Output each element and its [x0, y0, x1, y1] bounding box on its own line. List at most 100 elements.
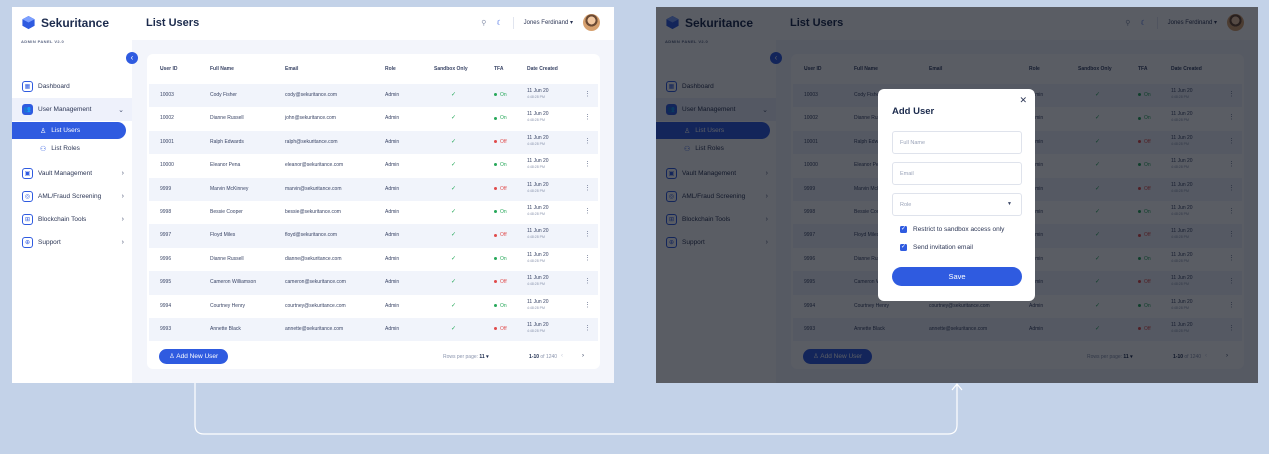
theme-toggle-icon[interactable]: ☾ [496, 19, 503, 27]
sidebar-item-dashboard[interactable]: ▦ Dashboard [12, 75, 132, 98]
column-header-date[interactable]: Date Created [527, 66, 558, 72]
invite-checkbox[interactable]: ✓ Send invitation email [900, 244, 973, 251]
avatar[interactable] [583, 14, 600, 31]
cell-email: marvin@sekuritance.com [285, 185, 342, 192]
cell-role: Admin [385, 115, 400, 122]
tfa-status: Off [500, 232, 507, 239]
column-header-full-name[interactable]: Full Name [210, 66, 234, 72]
date-value: 11 Jun 20 [527, 158, 549, 165]
tfa-status: On [500, 255, 507, 262]
sandbox-checkbox[interactable]: ✓ Restrict to sandbox access only [900, 226, 1004, 233]
next-page-icon[interactable]: › [582, 353, 584, 359]
status-dot-icon [494, 256, 497, 260]
more-options-icon[interactable]: ⋮ [584, 254, 591, 262]
caret-down-icon: ▼ [1007, 201, 1012, 207]
sidebar-item-blockchain[interactable]: ⊞ Blockchain Tools › [12, 208, 132, 231]
more-options-icon[interactable]: ⋮ [584, 324, 591, 332]
rows-per-page[interactable]: Rows per page: 11 ▾ [443, 354, 489, 360]
table-row[interactable]: 9997 Floyd Miles floyd@sekuritance.com Admi… [149, 224, 598, 248]
more-options-icon[interactable]: ⋮ [584, 114, 591, 122]
more-options-icon[interactable]: ⋮ [584, 91, 591, 98]
more-options-icon[interactable]: ⋮ [584, 137, 591, 145]
role-select[interactable]: Role ▼ [892, 193, 1022, 216]
sidebar-item-list-users[interactable]: ♙ List Users [12, 122, 126, 139]
sandbox-check-icon: ✓ [451, 115, 457, 122]
cell-email: bessie@sekuritance.com [285, 208, 341, 215]
date-value: 11 Jun 20 [527, 111, 549, 118]
sidebar-nav: ▦ Dashboard 👥 User Management ⌄ ♙ List Users… [12, 75, 132, 254]
modal-title: Add User [892, 106, 935, 117]
tfa-status: On [500, 162, 507, 169]
table-row[interactable]: 9996 Dianne Russell dianne@sekuritance.com… [149, 248, 598, 271]
more-options-icon[interactable]: ⋮ [584, 207, 591, 215]
more-options-icon[interactable]: ⋮ [584, 301, 591, 309]
cell-tfa: On [494, 256, 507, 262]
user-menu[interactable]: Jones Ferdinand ▾ [523, 20, 573, 26]
table-row[interactable]: 10001 Ralph Edwards ralph@sekuritance.com A… [149, 130, 598, 155]
sidebar-item-label: List Users [51, 127, 81, 134]
close-icon[interactable]: ✕ [1019, 95, 1027, 105]
user-name: Jones Ferdinand [523, 20, 569, 26]
sandbox-check-icon: ✓ [451, 208, 457, 215]
tfa-status: Off [500, 325, 507, 332]
sidebar: Sekuritance ADMIN PANEL V2.0 ▦ Dashboard … [12, 7, 132, 383]
table-row[interactable]: 10003 Cody Fisher cody@sekuritance.com Admi… [149, 84, 598, 108]
table-row[interactable]: 10000 Eleanor Pena eleanor@sekuritance.com… [149, 154, 598, 177]
full-name-field[interactable]: Full Name [892, 131, 1022, 154]
status-dot-icon [494, 116, 497, 120]
add-new-user-button[interactable]: ♙ Add New User [159, 349, 229, 364]
table-row[interactable]: 9998 Bessie Cooper bessie@sekuritance.com A… [149, 201, 598, 224]
sidebar-item-aml[interactable]: ◎ AML/Fraud Screening › [12, 185, 132, 208]
table-row[interactable]: 10002 Dianne Russell john@sekuritance.com A… [149, 107, 598, 130]
search-icon[interactable]: ⚲ [481, 19, 487, 27]
column-header-email[interactable]: Email [285, 66, 299, 72]
more-options-icon[interactable]: ⋮ [584, 278, 591, 286]
cell-user-id: 9993 [160, 325, 172, 332]
column-header-sandbox[interactable]: Sandbox Only [434, 66, 468, 72]
cell-user-id: 9995 [160, 279, 172, 286]
users-icon: 👥 [22, 104, 33, 115]
email-field[interactable]: Email [892, 162, 1022, 185]
sandbox-check-icon: ✓ [451, 325, 457, 332]
support-icon: ⊕ [22, 237, 33, 248]
more-options-icon[interactable]: ⋮ [584, 231, 591, 239]
cell-full-name: Cody Fisher [210, 92, 237, 98]
tfa-status: On [500, 92, 507, 98]
save-button[interactable]: Save [892, 267, 1022, 286]
cell-role: Admin [385, 138, 400, 145]
users-table-card: User ID ⌄ Full Name Email Role Sandbox O… [147, 54, 600, 369]
time-value: 4:48:28 PM [527, 141, 545, 146]
vault-icon: ▣ [22, 168, 33, 179]
cell-email: dianne@sekuritance.com [285, 255, 342, 262]
chevron-right-icon: › [121, 193, 124, 200]
table-row[interactable]: 9995 Cameron Williamson cameron@sekuritanc… [149, 271, 598, 295]
status-dot-icon [494, 233, 497, 237]
sidebar-item-vault[interactable]: ▣ Vault Management › [12, 162, 132, 185]
time-value: 4:48:28 PM [527, 235, 545, 240]
roles-icon: ⚇ [40, 145, 47, 153]
time-value: 4:48:28 PM [527, 95, 545, 99]
sidebar-item-user-management[interactable]: 👥 User Management ⌄ [12, 98, 132, 121]
table-row[interactable]: 9993 Annette Black annette@sekuritance.com… [149, 317, 598, 342]
more-options-icon[interactable]: ⋮ [584, 184, 591, 192]
cell-role: Admin [385, 279, 400, 286]
table-row[interactable]: 9999 Marvin McKinney marvin@sekuritance.co… [149, 177, 598, 201]
date-value: 11 Jun 20 [527, 275, 549, 282]
column-header-role[interactable]: Role [385, 66, 396, 72]
brand-subtitle: ADMIN PANEL V2.0 [21, 39, 65, 44]
table-row[interactable]: 9994 Courtney Henry courtney@sekuritance.c… [149, 295, 598, 318]
collapse-sidebar-button[interactable]: ‹ [126, 52, 138, 64]
cell-email: floyd@sekuritance.com [285, 232, 338, 239]
column-header-tfa[interactable]: TFA [494, 66, 504, 72]
sidebar-item-label: User Management [38, 106, 92, 113]
more-options-icon[interactable]: ⋮ [584, 161, 591, 169]
sidebar-item-support[interactable]: ⊕ Support › [12, 231, 132, 254]
sidebar-item-list-roles[interactable]: ⚇ List Roles [12, 140, 132, 157]
date-value: 11 Jun 20 [527, 321, 549, 328]
tfa-status: On [500, 115, 507, 122]
prev-page-icon[interactable]: ‹ [561, 353, 563, 359]
date-value: 11 Jun 20 [527, 134, 549, 141]
